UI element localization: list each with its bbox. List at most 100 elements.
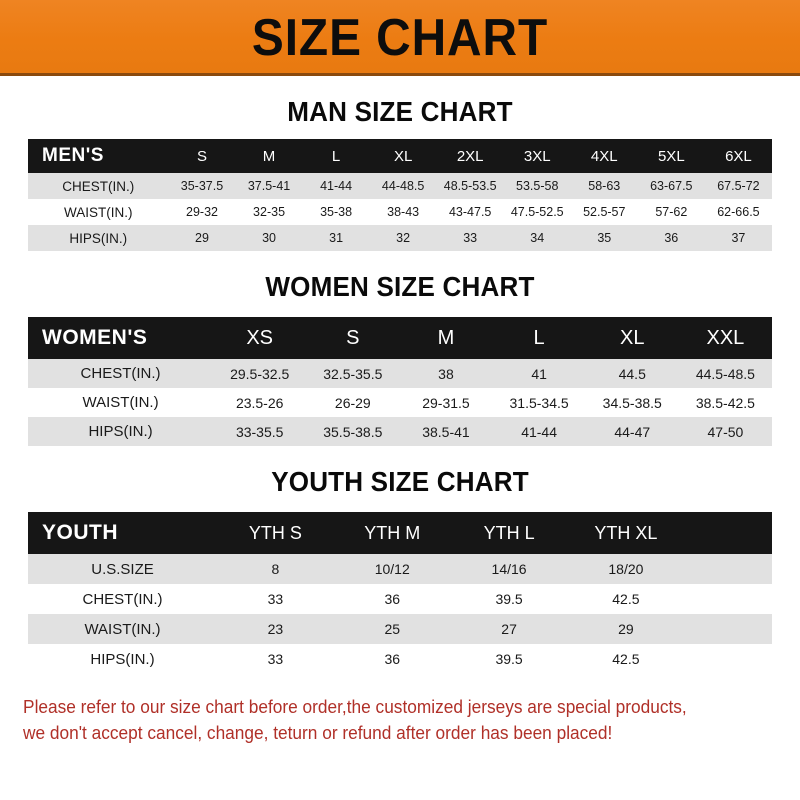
men-waist-5xl: 57-62	[655, 205, 688, 219]
men-hips-xl: 32	[396, 231, 411, 245]
women-size-table: WOMEN'S XS S M L XL XXL CHEST(IN.) 29.5-…	[28, 317, 772, 446]
women-chest-s: 32.5-35.5	[323, 365, 383, 382]
men-header-row: MEN'S S M L XL 2XL 3XL 4XL 5XL 6XL	[28, 139, 772, 173]
men-hips-s: 29	[195, 231, 209, 245]
table-row: WAIST(IN.) 29-32 32-35 35-38 38-43 43-47…	[28, 199, 772, 225]
women-table-wrap: WOMEN'S XS S M L XL XXL CHEST(IN.) 29.5-…	[0, 317, 800, 446]
women-chest-xxl: 44.5-48.5	[695, 365, 755, 382]
women-header-row: WOMEN'S XS S M L XL XXL	[28, 317, 772, 359]
youth-row-label-hips: HIPS(IN.)	[90, 650, 155, 668]
men-hips-5xl: 36	[664, 231, 679, 245]
footer-disclaimer: Please refer to our size chart before or…	[0, 694, 768, 746]
men-section-title: MAN SIZE CHART	[287, 96, 513, 127]
women-row-label-waist: WAIST(IN.)	[82, 394, 159, 411]
table-row: HIPS(IN.) 33-35.5 35.5-38.5 38.5-41 41-4…	[28, 417, 772, 446]
youth-chest-s: 33	[267, 591, 284, 607]
table-row: U.S.SIZE 8 10/12 14/16 18/20	[28, 554, 772, 584]
women-size-header-xxl: XXL	[706, 326, 745, 349]
men-chest-2xl: 48.5-53.5	[443, 179, 497, 193]
men-size-table: MEN'S S M L XL 2XL 3XL 4XL 5XL 6XL CHEST…	[28, 139, 772, 251]
youth-size-header-xl: YTH XL	[594, 522, 658, 543]
men-row-label-hips: HIPS(IN.)	[69, 230, 128, 246]
men-size-header-5xl: 5XL	[657, 147, 685, 165]
men-size-header-6xl: 6XL	[725, 147, 752, 165]
page-banner: SIZE CHART	[0, 0, 800, 76]
youth-waist-s: 23	[267, 621, 284, 637]
men-chest-6xl: 67.5-72	[717, 179, 760, 193]
men-chest-l: 41-44	[320, 179, 353, 193]
men-chest-4xl: 58-63	[588, 179, 621, 193]
men-row-label-chest: CHEST(IN.)	[62, 178, 135, 194]
youth-chest-xl: 42.5	[612, 591, 640, 607]
women-size-header-s: S	[346, 326, 360, 349]
women-hips-s: 35.5-38.5	[323, 423, 383, 440]
women-size-header-l: L	[533, 326, 545, 349]
youth-hips-l: 39.5	[495, 651, 523, 667]
table-row: HIPS(IN.) 33 36 39.5 42.5	[28, 644, 772, 674]
men-chest-xl: 44-48.5	[381, 179, 425, 193]
footer-line-2: we don't accept cancel, change, teturn o…	[23, 723, 613, 744]
women-chest-xs: 29.5-32.5	[230, 365, 290, 382]
men-hips-l: 31	[329, 231, 344, 245]
men-waist-2xl: 43-47.5	[448, 205, 492, 219]
youth-hips-s: 33	[267, 651, 284, 667]
youth-ussize-xl: 18/20	[608, 561, 644, 577]
youth-table-wrap: YOUTH YTH S YTH M YTH L YTH XL U.S.SIZE …	[0, 512, 800, 674]
women-waist-m: 29-31.5	[422, 394, 470, 411]
men-waist-4xl: 52.5-57	[583, 205, 626, 219]
women-size-header-m: M	[437, 326, 455, 349]
youth-waist-l: 27	[501, 621, 517, 637]
men-chest-s: 35-37.5	[180, 179, 224, 193]
men-size-header-m: M	[262, 147, 276, 165]
men-waist-xl: 38-43	[387, 205, 420, 219]
men-size-header-xl: XL	[393, 147, 413, 165]
youth-row-label-waist: WAIST(IN.)	[84, 620, 161, 638]
youth-row-spacer	[684, 614, 772, 644]
women-section-title: WOMEN SIZE CHART	[265, 271, 535, 302]
men-waist-3xl: 47.5-52.5	[510, 205, 564, 219]
women-row-label-hips: HIPS(IN.)	[88, 423, 153, 440]
men-chest-m: 37.5-41	[247, 179, 291, 193]
women-hips-xxl: 47-50	[707, 423, 744, 440]
youth-row-spacer	[684, 644, 772, 674]
women-waist-s: 26-29	[334, 394, 371, 411]
men-size-header-2xl: 2XL	[456, 147, 484, 165]
men-waist-m: 32-35	[253, 205, 286, 219]
table-row: CHEST(IN.) 33 36 39.5 42.5	[28, 584, 772, 614]
youth-chest-m: 36	[384, 591, 401, 607]
table-row: WAIST(IN.) 23.5-26 26-29 29-31.5 31.5-34…	[28, 388, 772, 417]
women-chest-m: 38	[438, 365, 454, 382]
youth-ussize-s: 8	[271, 561, 280, 577]
men-hips-3xl: 34	[530, 231, 545, 245]
women-hips-m: 38.5-41	[422, 423, 470, 440]
men-size-header-4xl: 4XL	[590, 147, 618, 165]
youth-waist-xl: 29	[618, 621, 634, 637]
page-title: SIZE CHART	[251, 8, 549, 67]
table-row: CHEST(IN.) 29.5-32.5 32.5-35.5 38 41 44.…	[28, 359, 772, 388]
youth-header-row: YOUTH YTH S YTH M YTH L YTH XL	[28, 512, 772, 554]
men-size-header-s: S	[196, 147, 207, 165]
women-size-header-xl: XL	[620, 326, 645, 349]
youth-ussize-l: 14/16	[491, 561, 527, 577]
men-corner-label: MEN'S	[42, 145, 104, 166]
youth-hips-m: 36	[384, 651, 401, 667]
men-waist-s: 29-32	[186, 205, 218, 219]
youth-size-header-l: YTH L	[483, 522, 535, 543]
women-hips-l: 41-44	[521, 423, 557, 440]
women-waist-l: 31.5-34.5	[509, 394, 569, 411]
table-row: WAIST(IN.) 23 25 27 29	[28, 614, 772, 644]
men-hips-2xl: 33	[463, 231, 478, 245]
youth-ussize-m: 10/12	[374, 561, 410, 577]
women-chest-xl: 44.5	[618, 365, 646, 382]
men-row-label-waist: WAIST(IN.)	[63, 204, 133, 220]
youth-hips-xl: 42.5	[612, 651, 640, 667]
women-waist-xxl: 38.5-42.5	[695, 394, 755, 411]
table-row: HIPS(IN.) 29 30 31 32 33 34 35 36 37	[28, 225, 772, 251]
women-size-header-xs: XS	[246, 326, 274, 349]
men-hips-m: 30	[262, 231, 276, 245]
women-row-label-chest: CHEST(IN.)	[80, 365, 161, 382]
youth-chest-l: 39.5	[495, 591, 523, 607]
youth-waist-m: 25	[384, 621, 401, 637]
youth-size-header-m: YTH M	[364, 522, 421, 543]
